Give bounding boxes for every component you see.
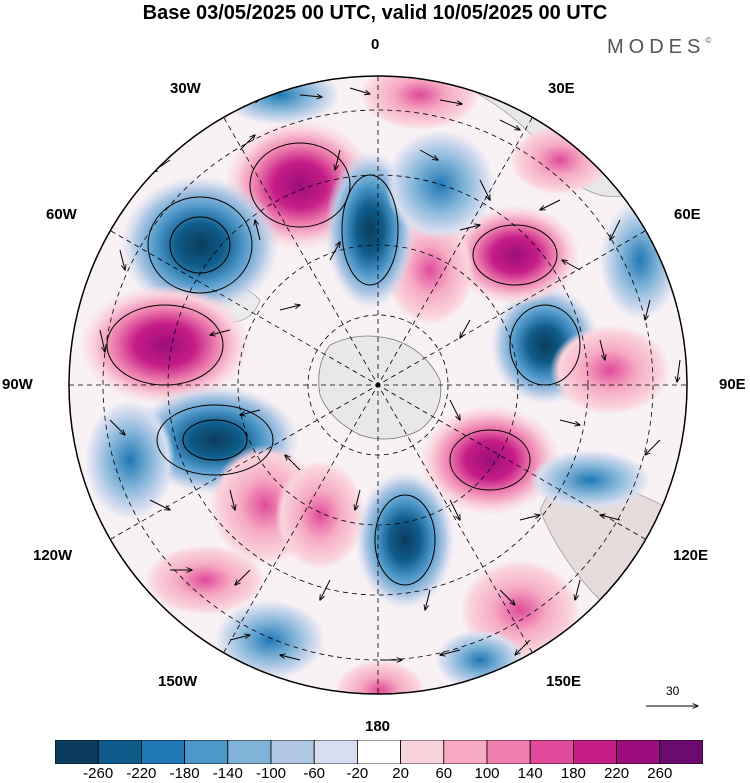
colorbar-tick-label: 140	[517, 765, 543, 782]
contours	[106, 142, 581, 586]
colorbar-tick-label: -220	[126, 765, 157, 782]
colorbar-segment	[400, 740, 445, 764]
polar-map	[68, 75, 750, 735]
lon-label-90w: 90W	[2, 376, 33, 393]
colorbar-tick-label: -60	[303, 765, 326, 782]
colorbar-segment	[443, 740, 488, 764]
colorbar-segment	[573, 740, 618, 764]
lon-label-60w: 60W	[46, 206, 77, 223]
map-border	[68, 75, 688, 695]
lon-label-30w: 30W	[170, 80, 201, 97]
colorbar-tick-label: -180	[169, 765, 200, 782]
colorbar-segment	[486, 740, 531, 764]
lon-label-60e: 60E	[674, 206, 701, 223]
colorbar-tick-label: 100	[474, 765, 500, 782]
map-title: Base 03/05/2025 00 UTC, valid 10/05/2025…	[142, 2, 608, 24]
colorbar-segment	[141, 740, 186, 764]
wind-vectors	[99, 87, 680, 660]
colorbar-segment	[184, 740, 229, 764]
lon-label-30e: 30E	[548, 80, 575, 97]
colorbar-segment	[270, 740, 315, 764]
antarctica-landmass	[318, 335, 442, 440]
lon-label-150w: 150W	[158, 673, 198, 690]
colorbar-tick-label: -100	[255, 765, 287, 782]
colorbar-segment	[356, 740, 401, 764]
colorbar-segment	[659, 740, 703, 764]
vector-scale-label: 30	[666, 684, 680, 698]
colorbar-tick-label: -20	[346, 765, 369, 782]
colorbar-tick-label: 60	[435, 765, 453, 782]
colorbar-tick-label: 220	[604, 765, 630, 782]
colorbar	[55, 740, 703, 764]
lon-label-150e: 150E	[546, 673, 582, 690]
colorbar-segment	[55, 740, 99, 764]
colorbar-tick-label: -260	[83, 765, 114, 782]
modes-logo: MODES©	[607, 36, 712, 58]
anomaly-field	[69, 76, 687, 694]
colorbar-segment	[529, 740, 574, 764]
colorbar-tick-label: -140	[212, 765, 243, 782]
colorbar-segment	[97, 740, 142, 764]
lon-label-90e: 90E	[719, 376, 746, 393]
colorbar-tick-label: 260	[647, 765, 673, 782]
colorbar-segment	[313, 740, 358, 764]
colorbar-tick-label: 180	[560, 765, 586, 782]
colorbar-tick-label: 20	[392, 765, 409, 782]
lon-label-120e: 120E	[673, 547, 709, 564]
lon-label-180: 180	[365, 718, 391, 735]
colorbar-segment	[227, 740, 272, 764]
colorbar-segment	[616, 740, 661, 764]
lon-label-120w: 120W	[33, 547, 73, 564]
lon-label-0: 0	[371, 36, 380, 53]
